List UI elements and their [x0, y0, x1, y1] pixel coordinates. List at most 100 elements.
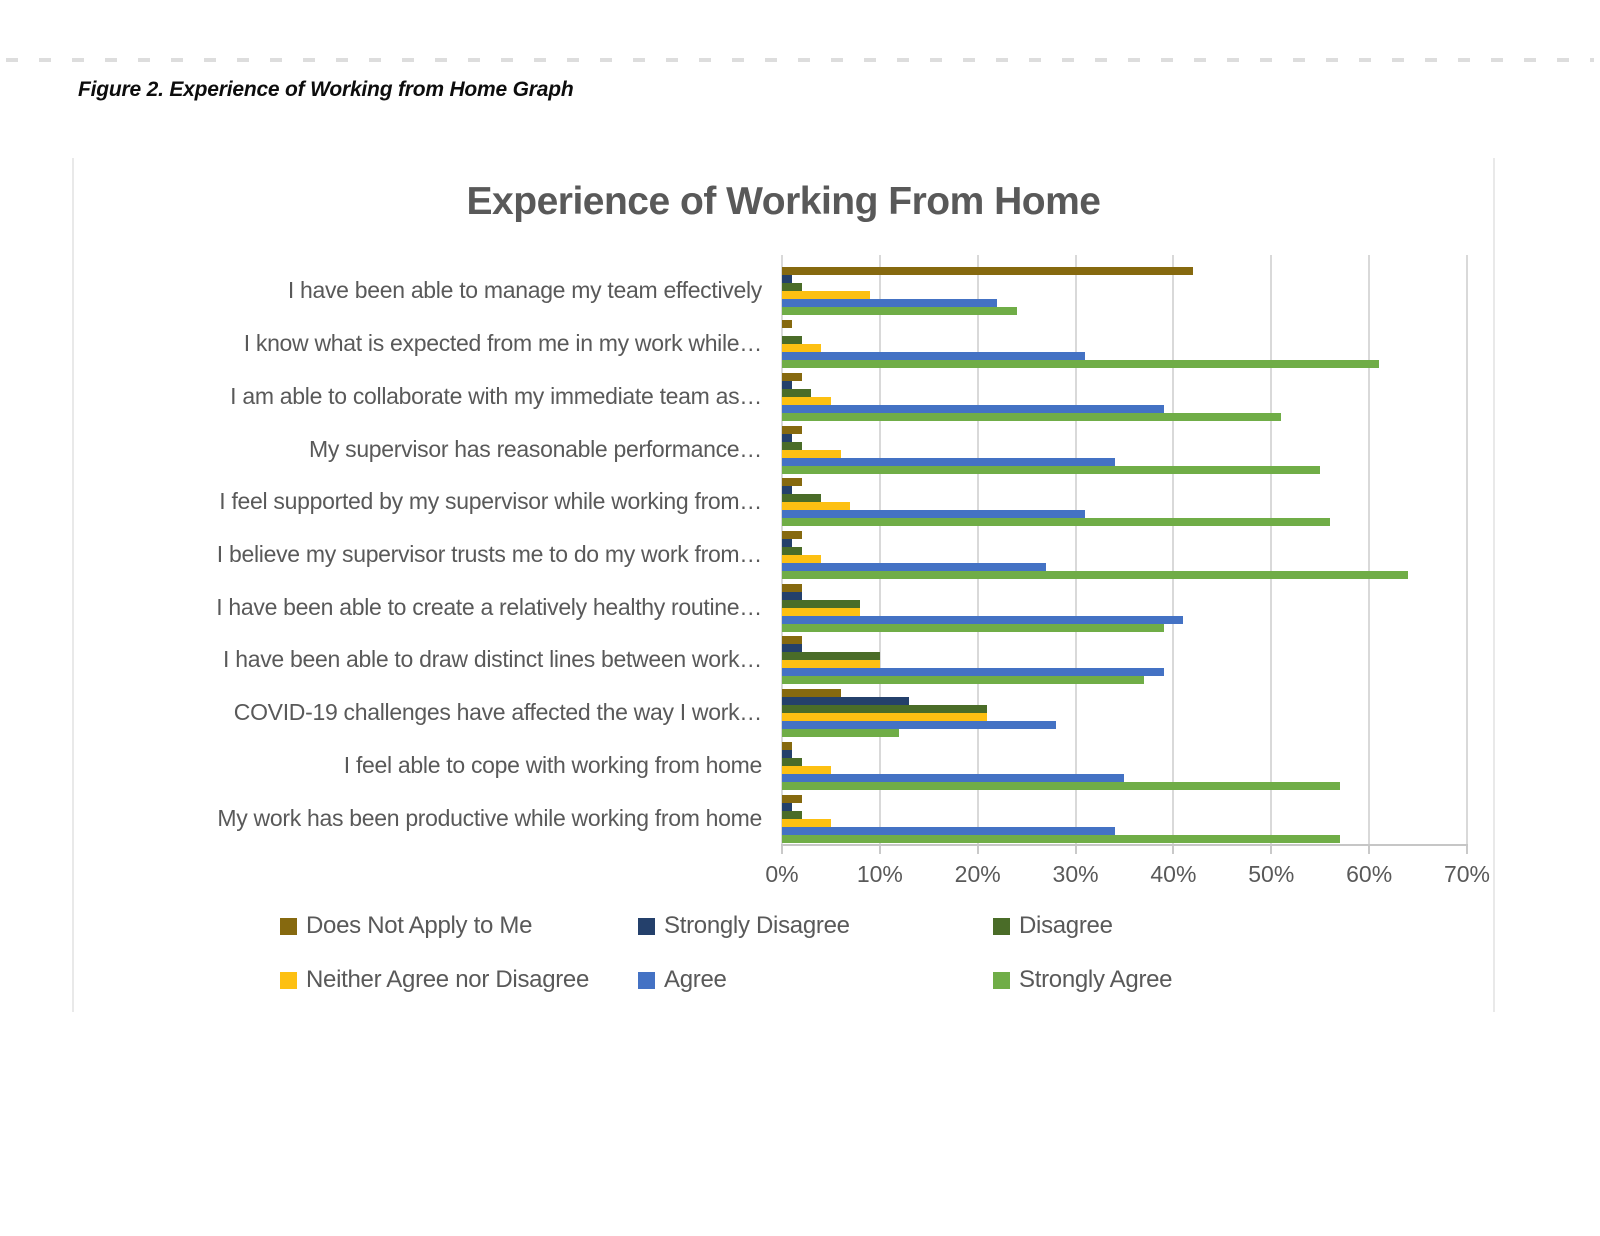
axis-tick	[1172, 845, 1175, 854]
category-label: I feel able to cope with working from ho…	[343, 751, 763, 778]
x-tick-label: 30%	[1052, 861, 1099, 887]
gridline	[1465, 255, 1468, 845]
axis-tick	[976, 845, 979, 854]
bar-agree	[782, 773, 1125, 782]
bar-agree	[782, 510, 1086, 519]
x-tick-label: 0%	[765, 861, 799, 887]
chart-title: Experience of Working From Home	[466, 180, 1101, 223]
bar-disagree	[782, 757, 802, 766]
x-tick-label: 70%	[1443, 861, 1490, 887]
bar-neither-agree-nor-disagree	[782, 713, 988, 722]
bar-neither-agree-nor-disagree	[782, 396, 831, 405]
bar-does-not-apply-to-me	[782, 636, 802, 645]
legend-swatch-icon	[993, 917, 1010, 935]
bar-neither-agree-nor-disagree	[782, 291, 871, 300]
legend-label: Disagree	[1019, 912, 1113, 939]
bar-strongly-agree	[782, 571, 1409, 579]
bar-strongly-agree	[782, 623, 1164, 632]
category-label: My supervisor has reasonable performance…	[308, 435, 762, 462]
legend-item-strongly-agree: Strongly Agree	[993, 966, 1173, 994]
bar-strongly-agree	[782, 781, 1340, 790]
legend-item-strongly-disagree: Strongly Disagree	[638, 912, 850, 940]
bar-disagree	[782, 441, 802, 450]
bar-neither-agree-nor-disagree	[782, 449, 841, 458]
x-tick-label: 40%	[1150, 861, 1197, 887]
category-label: I know what is expected from me in my wo…	[243, 330, 763, 357]
axis-tick	[1368, 845, 1371, 854]
bar-agree	[782, 299, 998, 308]
legend-item-agree: Agree	[638, 966, 727, 994]
legend-swatch-icon	[280, 971, 297, 989]
gridline	[1172, 255, 1175, 845]
legend-swatch-icon	[993, 971, 1010, 989]
axis-tick	[878, 845, 881, 854]
bar-disagree	[782, 705, 988, 714]
bar-strongly-disagree	[782, 539, 792, 547]
bar-strongly-agree	[782, 518, 1330, 527]
bar-strongly-disagree	[782, 749, 792, 758]
legend-label: Strongly Disagree	[664, 912, 850, 939]
x-tick-label: 60%	[1346, 861, 1393, 887]
bar-neither-agree-nor-disagree	[782, 765, 831, 774]
bar-agree	[782, 721, 1056, 730]
bar-strongly-disagree	[782, 591, 802, 600]
axis-tick	[1270, 845, 1273, 854]
bar-agree	[782, 352, 1086, 361]
bar-disagree	[782, 388, 812, 397]
bar-strongly-disagree	[782, 802, 792, 811]
x-tick-label: 50%	[1248, 861, 1295, 887]
axis-tick	[1465, 845, 1468, 854]
category-label: COVID-19 challenges have affected the wa…	[233, 699, 763, 726]
bar-strongly-agree	[782, 307, 1017, 316]
gridline	[976, 255, 979, 845]
bar-strongly-agree	[782, 360, 1379, 369]
legend-item-neither-agree-nor-disagree: Neither Agree nor Disagree	[280, 966, 589, 994]
bar-neither-agree-nor-disagree	[782, 555, 822, 563]
legend-label: Agree	[664, 966, 727, 993]
bar-agree	[782, 826, 1115, 835]
category-label: I believe my supervisor trusts me to do …	[216, 541, 763, 567]
legend-swatch-icon	[280, 917, 297, 935]
bar-strongly-agree	[782, 676, 1145, 685]
bar-strongly-disagree	[782, 275, 792, 284]
bar-strongly-disagree	[782, 433, 792, 442]
bar-does-not-apply-to-me	[782, 372, 802, 381]
bar-agree	[782, 668, 1164, 677]
bar-does-not-apply-to-me	[782, 320, 792, 329]
bar-neither-agree-nor-disagree	[782, 344, 822, 353]
page-divider-dashed-line	[6, 58, 1594, 62]
bar-strongly-agree	[782, 412, 1282, 421]
bar-disagree	[782, 494, 822, 503]
bar-neither-agree-nor-disagree	[782, 818, 831, 827]
bar-does-not-apply-to-me	[782, 689, 841, 698]
bar-agree	[782, 563, 1047, 571]
bar-disagree	[782, 547, 802, 555]
category-label: My work has been productive while workin…	[217, 804, 762, 831]
bar-strongly-agree	[782, 465, 1321, 474]
x-tick-label: 10%	[856, 861, 903, 887]
bar-strongly-disagree	[782, 697, 910, 706]
legend-swatch-icon	[638, 917, 655, 935]
axis-tick	[781, 845, 783, 854]
gridline	[1074, 255, 1077, 845]
bar-does-not-apply-to-me	[782, 794, 802, 803]
legend-label: Strongly Agree	[1019, 966, 1173, 993]
bar-strongly-disagree	[782, 486, 792, 495]
bar-neither-agree-nor-disagree	[782, 502, 851, 511]
bar-disagree	[782, 599, 861, 608]
gridline	[878, 255, 881, 845]
figure-caption: Figure 2. Experience of Working from Hom…	[78, 78, 574, 101]
x-axis-line	[781, 844, 1468, 846]
legend-item-disagree: Disagree	[993, 912, 1113, 940]
gridline	[1270, 255, 1273, 845]
bar-disagree	[782, 336, 802, 345]
bar-agree	[782, 615, 1184, 624]
legend-label: Does Not Apply to Me	[306, 912, 533, 939]
category-label: I have been able to draw distinct lines …	[223, 646, 762, 673]
bar-neither-agree-nor-disagree	[782, 660, 880, 669]
bar-strongly-disagree	[782, 380, 792, 389]
bar-does-not-apply-to-me	[782, 267, 1193, 276]
axis-tick	[1074, 845, 1077, 854]
legend-swatch-icon	[638, 971, 655, 989]
